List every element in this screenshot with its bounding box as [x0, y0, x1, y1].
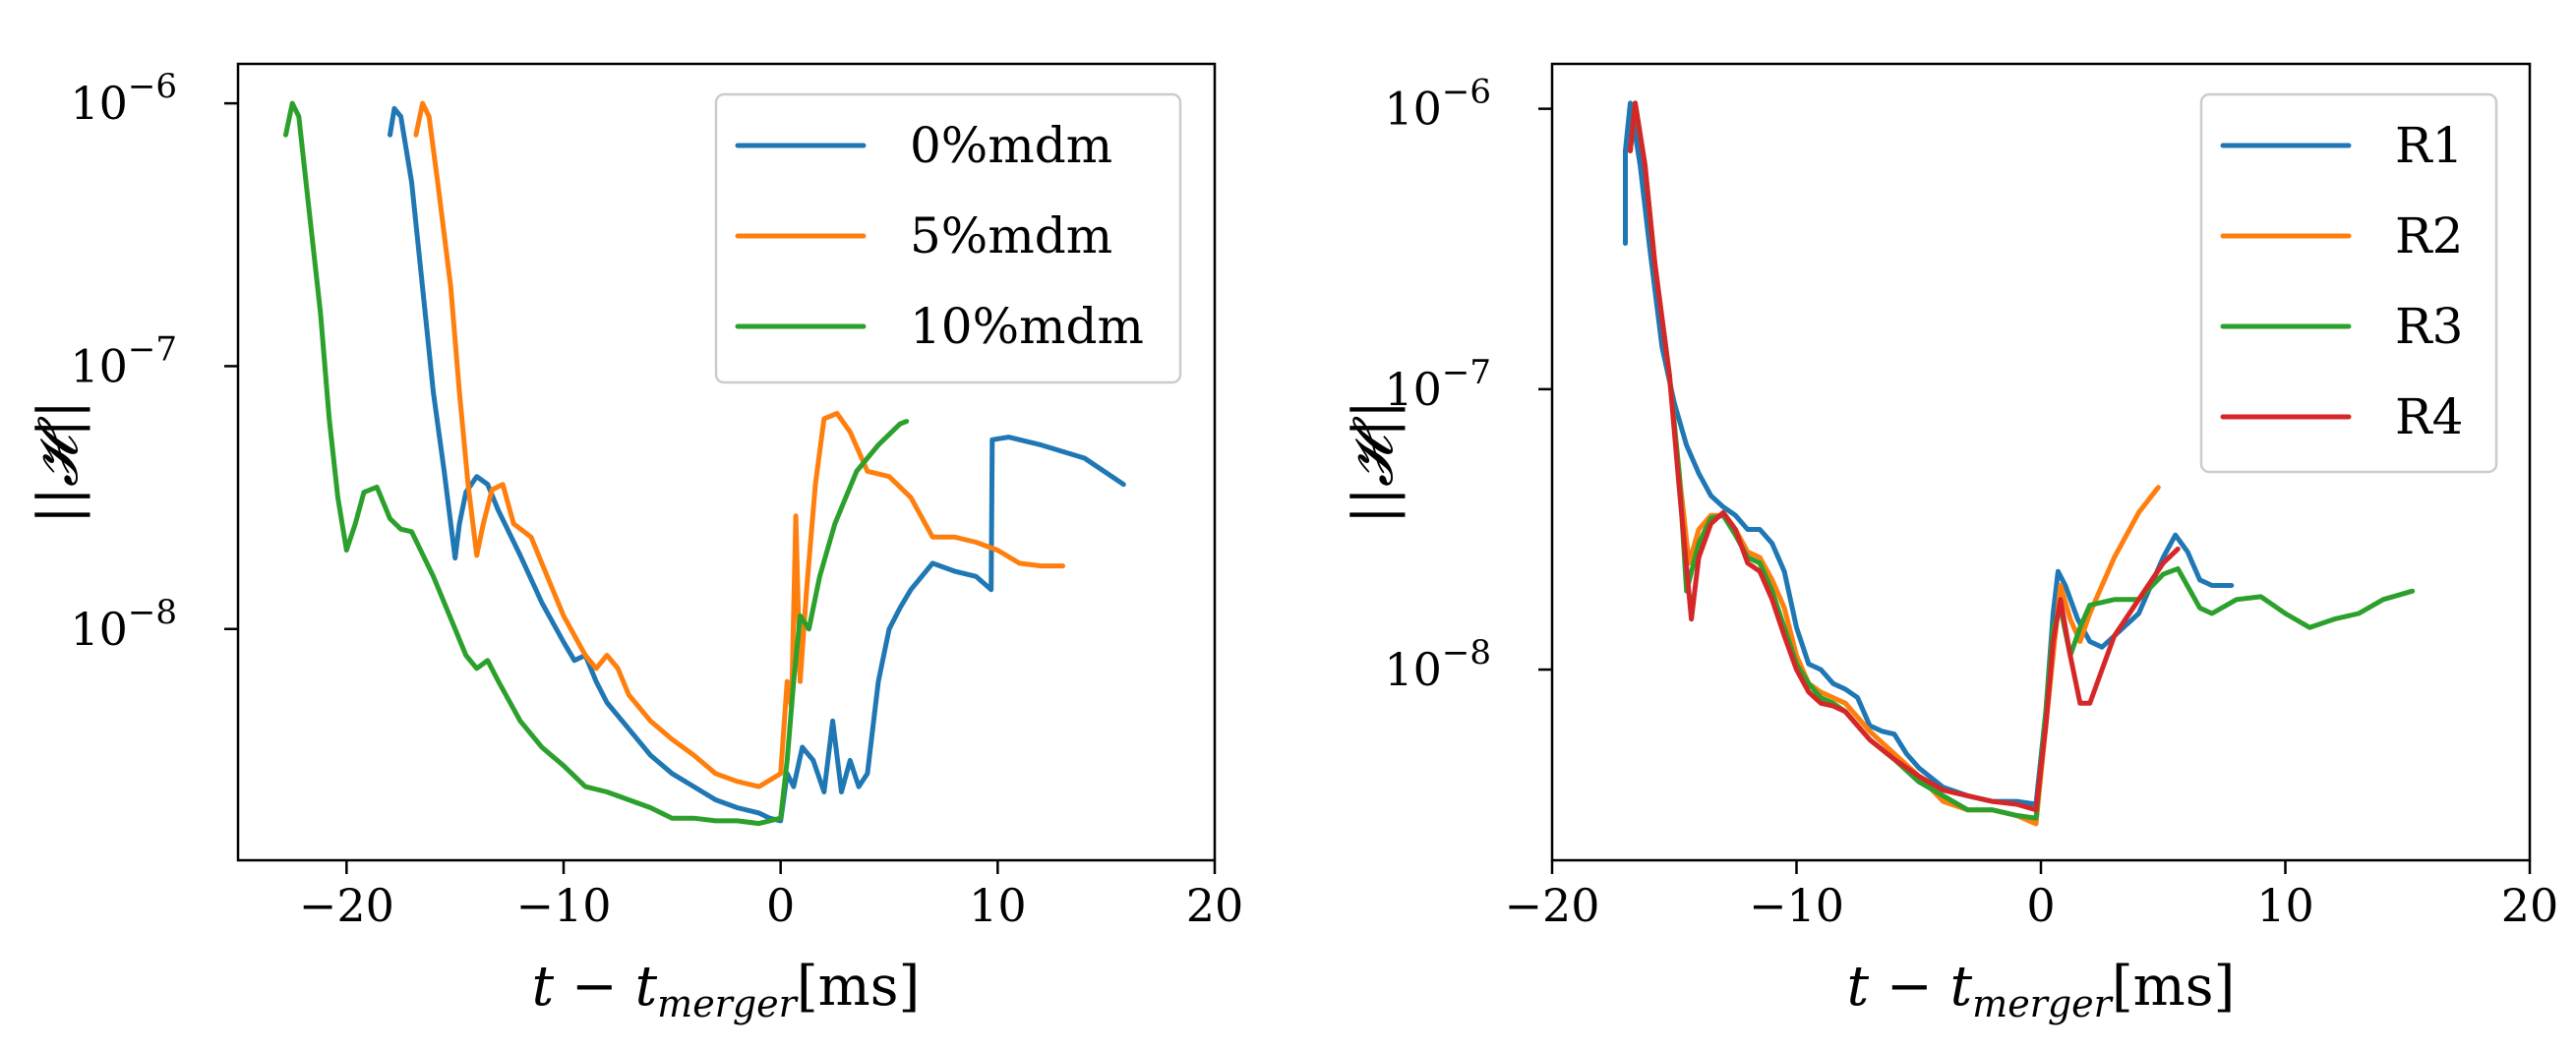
left-x-tick-label: −10	[515, 879, 611, 932]
right-series-line-r3	[1628, 100, 2416, 821]
right-legend: R1 R2 R3 R4	[2199, 92, 2498, 474]
right-y-tick-label: 10−8	[1384, 633, 1491, 696]
left-series-line-5mdm	[413, 100, 1065, 789]
left-x-axis-label: t − tmerger[ms]	[532, 955, 921, 1025]
left-series-line-10mdm	[283, 100, 910, 827]
right-y-ticks: 10−810−710−6	[1384, 73, 1552, 696]
left-legend-label-2: 10%mdm	[910, 298, 1144, 355]
right-series-line-r1	[1623, 100, 2235, 807]
right-y-tick-exponent: −8	[1442, 633, 1491, 672]
right-chart: −20 −10 0 10 20 10−8 10 −7 10−6 t − tmerger[ms]…	[1342, 62, 2558, 1025]
left-x-tick-label: −20	[299, 879, 394, 932]
left-x-tick-label: 10	[969, 879, 1027, 932]
right-series-layer	[1623, 100, 2416, 827]
left-y-tick-exponent: −7	[128, 329, 177, 369]
left-x-tick-label: 20	[1186, 879, 1244, 932]
left-y-tick-exponent: −8	[128, 593, 177, 632]
left-series-line-0mdm	[388, 105, 1126, 824]
left-legend: 0%mdm 5%mdm 10%mdm	[714, 92, 1182, 384]
right-x-tick-label: 20	[2501, 879, 2559, 932]
right-legend-label-3: R4	[2395, 388, 2463, 445]
right-y-tick-exponent: −7	[1442, 353, 1491, 392]
left-y-tick-exponent: −6	[128, 67, 177, 106]
left-legend-box	[714, 92, 1182, 384]
left-x-ticks: −20 −10 0 10 20	[299, 860, 1243, 932]
right-series-line-r4	[1628, 100, 2181, 813]
right-x-ticks: −20 −10 0 10 20	[1504, 860, 2558, 932]
right-x-tick-label: −10	[1749, 879, 1844, 932]
right-x-tick-label: 0	[2026, 879, 2055, 932]
left-y-tick-label: 10−7	[70, 329, 177, 392]
left-legend-label-1: 5%mdm	[910, 207, 1112, 264]
left-y-axis-label: ||𝓗||	[27, 400, 90, 524]
left-y-tick-label: 10−6	[70, 67, 177, 130]
right-legend-label-2: R3	[2395, 298, 2463, 355]
right-series-line-r2	[1628, 100, 2161, 827]
left-series-layer	[283, 100, 1126, 827]
left-y-tick-label: 10−8	[70, 593, 177, 656]
right-y-tick-exponent: −6	[1442, 73, 1491, 112]
left-chart: −20 −10 0 10 20 10−8 10−7 10−6 t − tmerger[ms]…	[27, 62, 1243, 1025]
right-y-axis-label: ||𝓗||	[1342, 400, 1406, 524]
right-x-tick-label: 10	[2256, 879, 2314, 932]
right-x-axis-label: t − tmerger[ms]	[1847, 955, 2236, 1025]
left-x-tick-label: 0	[766, 879, 795, 932]
right-legend-label-1: R2	[2395, 207, 2463, 264]
right-y-tick-label: 10−6	[1384, 73, 1491, 136]
left-y-ticks: 10−8 10−7 10−6	[70, 67, 238, 656]
right-legend-box	[2199, 92, 2498, 474]
right-legend-label-0: R1	[2395, 117, 2463, 174]
left-legend-label-0: 0%mdm	[910, 117, 1112, 174]
right-x-tick-label: −20	[1504, 879, 1599, 932]
left-plot-frame	[236, 62, 1217, 862]
